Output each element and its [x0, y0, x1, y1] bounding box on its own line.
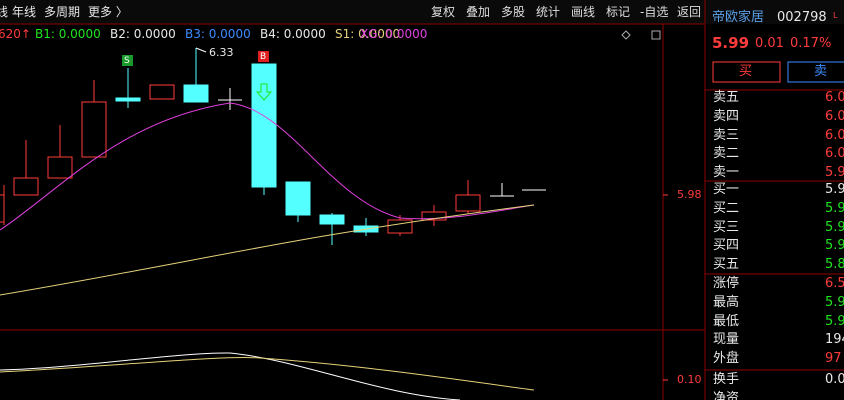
- tab[interactable]: 线: [0, 5, 9, 19]
- indicator-value: XG: 0.0000: [360, 27, 428, 41]
- book-value: 6.0: [825, 108, 844, 124]
- book-label: 卖一: [713, 165, 740, 181]
- book-value: 5.9: [825, 219, 844, 235]
- book-label: 外盘: [713, 351, 740, 367]
- stock-name: 帝欧家居: [712, 10, 765, 25]
- indicator-value: B3: 0.0000: [185, 27, 251, 41]
- buy-signal-bg: [258, 51, 269, 62]
- book-value: 5.9: [825, 294, 844, 310]
- book-label: 买五: [713, 257, 740, 273]
- book-label: 卖二: [713, 146, 740, 162]
- indicator-line: [0, 352, 461, 400]
- indicator-line: [0, 356, 535, 391]
- book-value: 5.9: [825, 313, 844, 329]
- sell-signal-bg: [122, 55, 133, 66]
- book-label: 净资: [713, 390, 740, 400]
- book-value: 5.9: [825, 200, 844, 216]
- tool-button[interactable]: 多股: [501, 5, 526, 19]
- ma-line: [0, 204, 535, 296]
- book-label: 最高: [713, 294, 740, 310]
- book-value: 5.9: [825, 182, 844, 197]
- book-label: 最低: [713, 313, 740, 329]
- tool-button[interactable]: 标记: [606, 5, 631, 19]
- indicator-value: B2: 0.0000: [110, 27, 176, 41]
- tool-button[interactable]: 叠加: [466, 5, 491, 19]
- lower-axis-label: 0.10: [677, 373, 702, 386]
- book-label: 买二: [713, 200, 740, 216]
- sell-button[interactable]: 卖: [814, 64, 828, 79]
- candles-down: [115, 48, 379, 245]
- tab[interactable]: 年线: [12, 5, 37, 19]
- indicator-value: 620↑: [0, 27, 31, 41]
- book-label: 卖四: [713, 108, 740, 124]
- book-label: 现量: [713, 332, 740, 348]
- book-label: 卖三: [713, 127, 740, 143]
- flag: L: [833, 11, 838, 20]
- tab[interactable]: 多周期: [44, 5, 81, 19]
- pointer: [195, 47, 207, 53]
- indicator-value: S1: 0.0000: [335, 27, 401, 41]
- book-value: 5.9: [825, 238, 844, 254]
- down-arrow: [255, 83, 273, 101]
- book-label: 买四: [713, 238, 740, 254]
- book-label: 卖五: [713, 90, 740, 105]
- ma-line: [0, 102, 535, 231]
- change: 0.01: [755, 36, 784, 51]
- candles-up: [0, 80, 481, 236]
- sell-button-frame[interactable]: [787, 61, 844, 83]
- buy-button[interactable]: 买: [739, 64, 753, 79]
- price-axis-label: 5.98: [677, 188, 702, 201]
- book-value: 6.5: [825, 276, 844, 291]
- buy-button-frame[interactable]: [712, 61, 781, 83]
- indicator-value: B1: 0.0000: [35, 27, 101, 41]
- candles-doji: [218, 88, 546, 197]
- tool-button[interactable]: 复权: [431, 5, 456, 19]
- tab[interactable]: 更多 〉: [88, 5, 128, 19]
- tool-button[interactable]: 画线: [571, 5, 596, 19]
- book-value: 6.0: [825, 146, 844, 162]
- buy-signal: B: [260, 52, 267, 62]
- square-icon: [651, 30, 661, 40]
- change-pct: 0.17%: [790, 36, 832, 51]
- book-value: 194: [825, 332, 844, 348]
- toolbar-bg: [0, 0, 844, 24]
- book-value: 6.0: [825, 90, 844, 105]
- book-value: 0.06: [825, 372, 844, 387]
- book-value: 5.8: [825, 257, 844, 273]
- tool-button[interactable]: 统计: [536, 5, 561, 19]
- book-value: 5.9: [825, 165, 844, 181]
- book-label: 买三: [713, 219, 740, 235]
- tool-button[interactable]: 返回: [677, 5, 702, 19]
- book-label: 换手: [713, 372, 740, 387]
- price: 5.99: [712, 34, 750, 52]
- indicator-value: B4: 0.0000: [260, 27, 326, 41]
- book-label: 涨停: [713, 276, 740, 291]
- high-label: 6.33: [209, 46, 234, 59]
- book-label: 买一: [713, 182, 740, 197]
- sell-signal: S: [124, 56, 130, 66]
- book-value: 97: [825, 351, 842, 367]
- book-value: 6.0: [825, 127, 844, 143]
- tool-button[interactable]: -自选: [640, 5, 669, 19]
- diamond-icon: [621, 30, 631, 40]
- stock-code: 002798: [777, 10, 827, 25]
